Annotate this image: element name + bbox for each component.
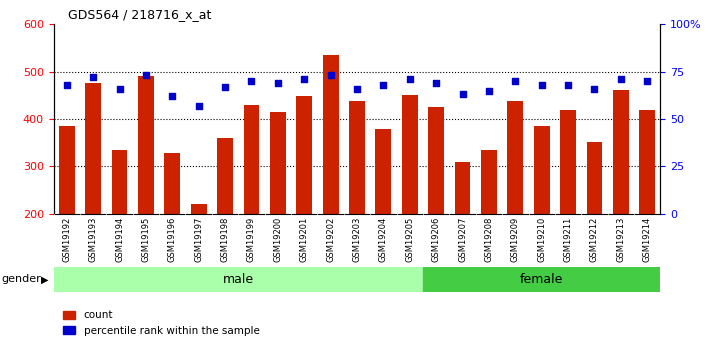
Text: GSM19197: GSM19197 [194, 217, 203, 262]
Bar [455, 162, 471, 214]
Text: GSM19198: GSM19198 [221, 217, 230, 262]
Text: GSM19202: GSM19202 [326, 217, 335, 262]
Point [642, 78, 653, 84]
Point [431, 80, 442, 86]
Text: GSM19201: GSM19201 [300, 217, 308, 262]
Bar [376, 128, 391, 214]
Bar [164, 153, 180, 214]
Text: ▶: ▶ [41, 275, 49, 284]
Text: GSM19204: GSM19204 [379, 217, 388, 262]
Text: female: female [520, 273, 563, 286]
Bar [428, 107, 444, 214]
Text: gender: gender [1, 275, 41, 284]
Text: GSM19213: GSM19213 [616, 217, 625, 262]
Legend: count, percentile rank within the sample: count, percentile rank within the sample [59, 306, 263, 340]
Point [457, 91, 468, 97]
Point [246, 78, 257, 84]
Point [483, 88, 495, 93]
Text: GSM19192: GSM19192 [62, 217, 71, 262]
Text: GDS564 / 218716_x_at: GDS564 / 218716_x_at [68, 8, 211, 21]
Text: GSM19193: GSM19193 [89, 217, 98, 262]
Bar [59, 126, 75, 214]
Text: GSM19208: GSM19208 [484, 217, 493, 262]
Text: GSM19210: GSM19210 [537, 217, 546, 262]
Bar [639, 110, 655, 214]
Text: GSM19211: GSM19211 [563, 217, 573, 262]
Point [404, 76, 416, 82]
Bar [270, 112, 286, 214]
Text: GSM19195: GSM19195 [141, 217, 151, 262]
Bar [85, 83, 101, 214]
Point [272, 80, 283, 86]
Point [87, 75, 99, 80]
Point [378, 82, 389, 88]
Text: male: male [223, 273, 253, 286]
Bar [402, 95, 418, 214]
Bar [243, 105, 259, 214]
Text: GSM19214: GSM19214 [643, 217, 652, 262]
Bar [54, 267, 423, 292]
Point [298, 76, 310, 82]
Point [166, 93, 178, 99]
Bar [217, 138, 233, 214]
Text: GSM19194: GSM19194 [115, 217, 124, 262]
Text: GSM19209: GSM19209 [511, 217, 520, 262]
Text: GSM19205: GSM19205 [406, 217, 414, 262]
Point [140, 72, 151, 78]
Point [325, 72, 336, 78]
Bar [508, 101, 523, 214]
Text: GSM19212: GSM19212 [590, 217, 599, 262]
Bar [296, 96, 312, 214]
Point [114, 86, 125, 91]
Point [193, 103, 204, 108]
Bar [349, 101, 365, 214]
Bar [560, 109, 576, 214]
Bar [111, 150, 127, 214]
Point [219, 84, 231, 89]
Point [351, 86, 363, 91]
Text: GSM19203: GSM19203 [353, 217, 361, 262]
Text: GSM19196: GSM19196 [168, 217, 177, 262]
Bar [323, 55, 338, 214]
Bar [138, 76, 154, 214]
Point [615, 76, 627, 82]
Text: GSM19206: GSM19206 [432, 217, 441, 262]
Bar [481, 150, 497, 214]
Point [563, 82, 574, 88]
Point [61, 82, 72, 88]
Bar [423, 267, 660, 292]
Text: GSM19207: GSM19207 [458, 217, 467, 262]
Point [589, 86, 600, 91]
Bar [587, 142, 603, 214]
Text: GSM19200: GSM19200 [273, 217, 282, 262]
Text: GSM19199: GSM19199 [247, 217, 256, 262]
Bar [191, 204, 206, 214]
Point [510, 78, 521, 84]
Point [536, 82, 548, 88]
Bar [534, 126, 550, 214]
Bar [613, 90, 629, 214]
